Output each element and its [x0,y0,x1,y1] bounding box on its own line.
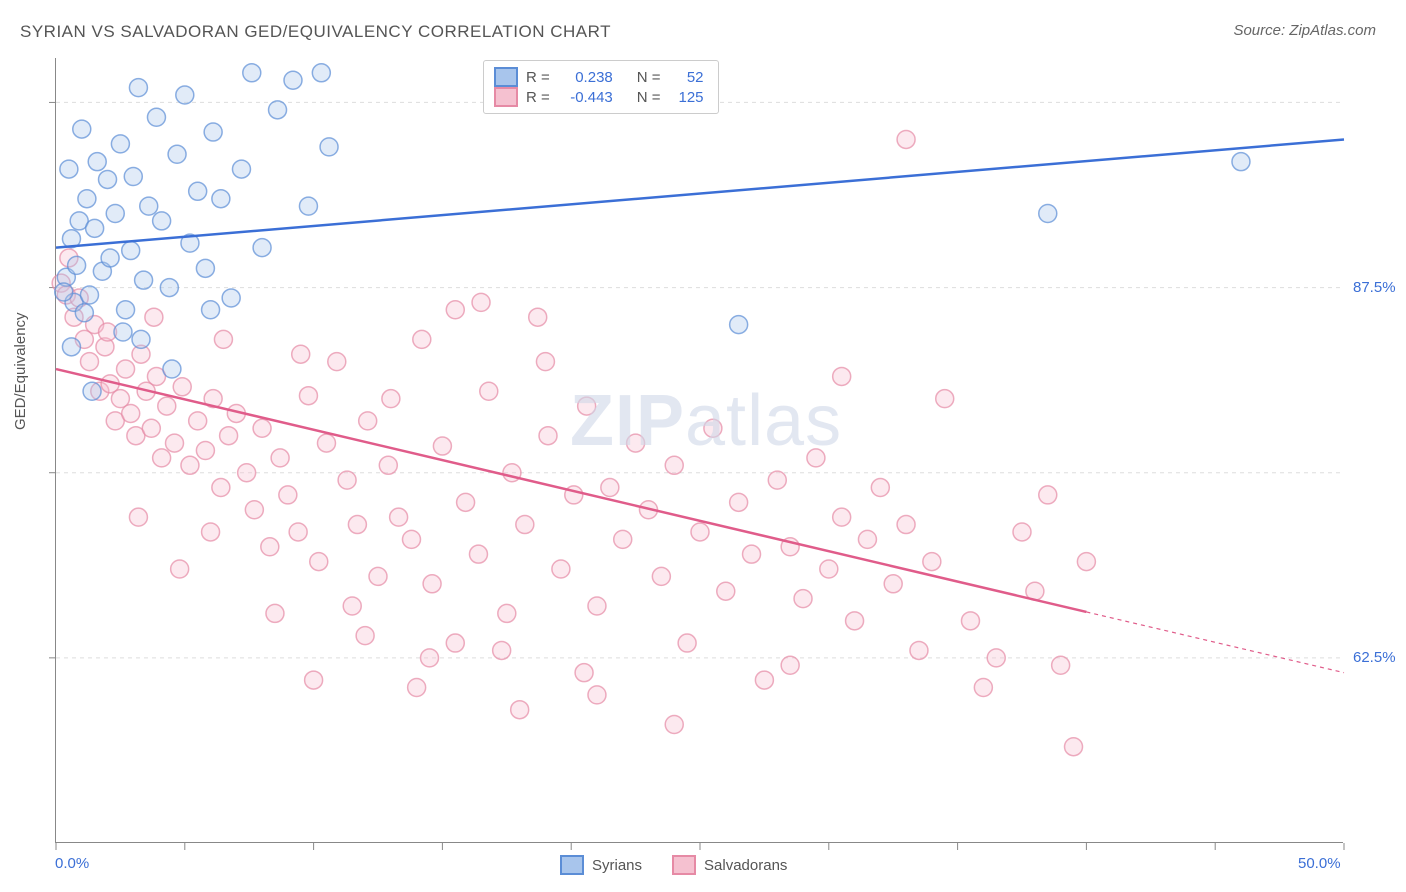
legend-stats: R = 0.238 N = 52 R = -0.443 N = 125 [483,60,719,114]
x-tick-label: 0.0% [55,855,89,872]
legend-n-label: N = [637,69,661,86]
legend-r-label: R = [526,69,550,86]
legend-item-salvadorans: Salvadorans [672,855,787,875]
legend-r-label-2: R = [526,89,550,106]
legend-stats-row-salvadorans: R = -0.443 N = 125 [494,87,704,107]
legend-item-syrians: Syrians [560,855,642,875]
legend-swatch-salvadorans-bottom [672,855,696,875]
y-tick-label: 87.5% [1353,279,1396,296]
legend-stats-row-syrians: R = 0.238 N = 52 [494,67,704,87]
legend-r-value-syrians: 0.238 [558,69,613,86]
legend-r-value-salvadorans: -0.443 [558,89,613,106]
chart-container: SYRIAN VS SALVADORAN GED/EQUIVALENCY COR… [0,0,1406,892]
legend-swatch-salvadorans [494,87,518,107]
chart-svg [56,58,1343,842]
y-axis-label: GED/Equivalency [12,312,29,430]
legend-n-value-salvadorans: 125 [669,89,704,106]
x-tick-label: 50.0% [1298,855,1341,872]
chart-title: SYRIAN VS SALVADORAN GED/EQUIVALENCY COR… [20,22,611,42]
y-tick-label: 62.5% [1353,649,1396,666]
legend-n-value-syrians: 52 [669,69,704,86]
legend-swatch-syrians [494,67,518,87]
source-label: Source: ZipAtlas.com [1233,22,1376,39]
legend-label-syrians: Syrians [592,857,642,874]
legend-swatch-syrians-bottom [560,855,584,875]
legend-n-label-2: N = [637,89,661,106]
plot-area [55,58,1343,843]
legend-label-salvadorans: Salvadorans [704,857,787,874]
legend-series: Syrians Salvadorans [560,855,787,875]
